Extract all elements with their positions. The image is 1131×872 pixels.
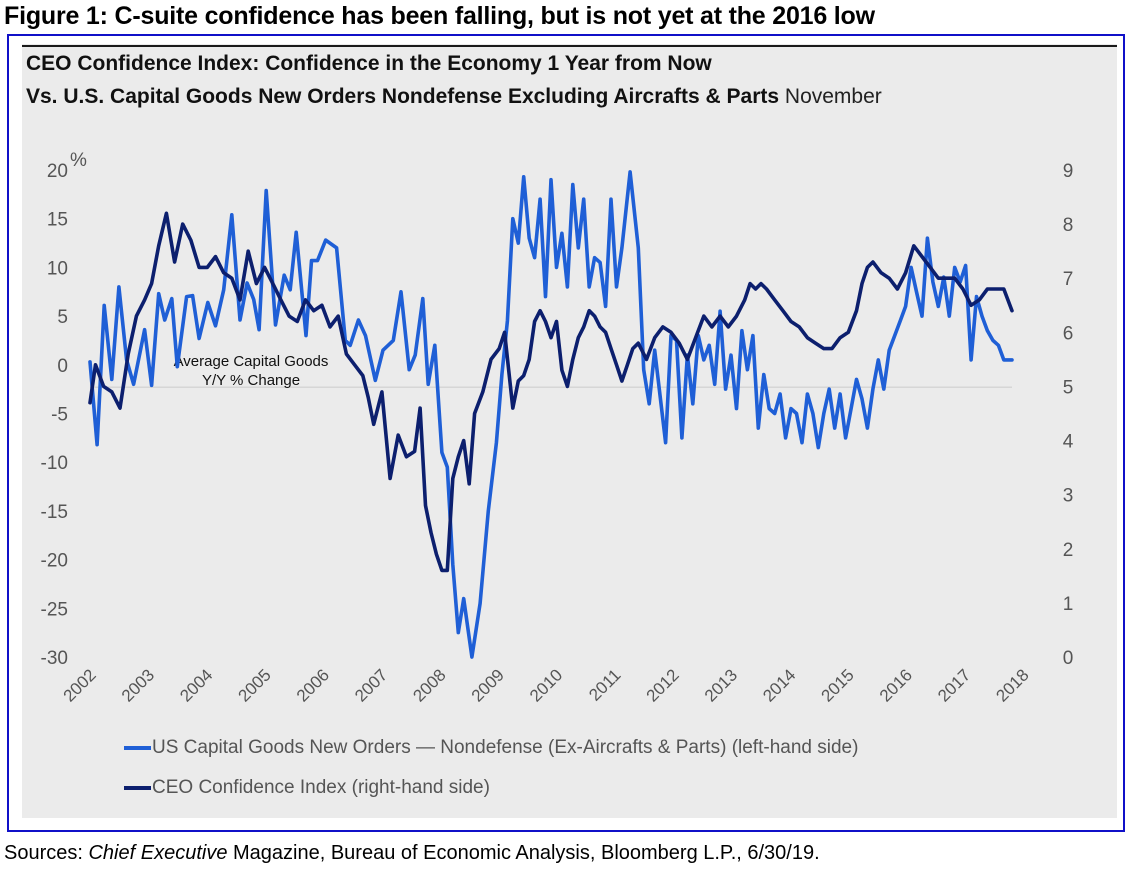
x-tick-label: 2007 [351,665,391,705]
left-tick-label: -30 [41,648,68,669]
left-tick-label: -20 [41,551,68,572]
left-tick-label: 0 [57,356,68,377]
right-tick-label: 2 [1063,540,1074,561]
x-tick-label: 2003 [118,665,158,705]
left-axis-ticks: 20 15 10 5 0 -5 -10 -15 -20 -25 -30% [41,150,87,669]
right-tick-label: 4 [1063,432,1074,453]
right-tick-label: 9 [1063,161,1074,182]
left-tick-label: 20 [47,161,68,182]
source-rest: Magazine, Bureau of Economic Analysis, B… [227,842,820,864]
right-tick-label: 1 [1063,594,1074,615]
x-tick-label: 2018 [992,665,1032,705]
chart-title-line2-month: November [779,85,882,108]
x-tick-label: 2013 [701,665,741,705]
figure-title: Figure 1: C-suite confidence has been fa… [4,2,875,30]
chart-title-line1: CEO Confidence Index: Confidence in the … [26,52,712,75]
legend-label-ceo-confidence: CEO Confidence Index (right-hand side) [152,777,490,798]
right-tick-label: 3 [1063,486,1074,507]
x-tick-label: 2004 [176,665,216,705]
x-tick-label: 2015 [818,665,858,705]
left-tick-label: -25 [41,599,68,620]
source-note: Sources: Chief Executive Magazine, Burea… [4,842,820,865]
right-tick-label: 6 [1063,323,1074,344]
left-tick-label: 15 [47,210,68,231]
right-tick-label: 8 [1063,215,1074,236]
x-tick-label: 2012 [643,665,683,705]
legend-label-capital-goods: US Capital Goods New Orders — Nondefense… [152,737,859,758]
average-annotation-line2: Y/Y % Change [202,372,300,389]
series-line-ceo-confidence [88,211,1014,573]
legend-item-ceo-confidence[interactable]: CEO Confidence Index (right-hand side) [124,777,490,799]
x-tick-label: 2011 [585,665,624,704]
x-tick-label: 2008 [409,665,449,705]
chart-title-line2-bold: Vs. U.S. Capital Goods New Orders Nondef… [26,85,780,108]
panel-top-rule [22,45,1117,47]
series-group [88,170,1014,659]
left-tick-label: -15 [41,502,68,523]
chart-title-line2: Vs. U.S. Capital Goods New Orders Nondef… [26,85,882,109]
left-tick-label: -10 [41,453,68,474]
left-tick-label: -5 [51,405,68,426]
x-tick-label: 2010 [526,665,566,705]
legend-swatch-ceo-confidence [124,786,151,790]
x-tick-label: 2014 [759,665,799,705]
x-axis-ticks: 2002 2003 2004 2005 2006 2007 2008 2009 2010 2011… [60,665,1033,705]
chart-panel [22,44,1117,818]
source-publication: Chief Executive [88,842,228,864]
x-tick-label: 2009 [468,665,508,705]
average-annotation-line1: Average Capital Goods [174,353,329,370]
legend-item-capital-goods[interactable]: US Capital Goods New Orders — Nondefense… [124,737,858,759]
right-axis-ticks: 9 8 7 6 5 4 3 2 1 0 [1063,161,1074,669]
series-line-capital-goods [88,170,1014,659]
left-tick-label: 10 [47,258,68,279]
source-prefix: Sources: [4,842,89,864]
right-tick-label: 5 [1063,377,1074,398]
left-tick-label: 5 [57,307,68,328]
x-tick-label: 2006 [293,665,333,705]
x-tick-label: 2017 [934,665,974,705]
left-axis-unit-label: % [70,150,87,171]
x-tick-label: 2002 [60,665,100,705]
x-tick-label: 2005 [235,665,275,705]
x-tick-label: 2016 [876,665,916,705]
right-tick-label: 0 [1063,648,1074,669]
right-tick-label: 7 [1063,269,1074,290]
legend-swatch-capital-goods [124,746,151,750]
